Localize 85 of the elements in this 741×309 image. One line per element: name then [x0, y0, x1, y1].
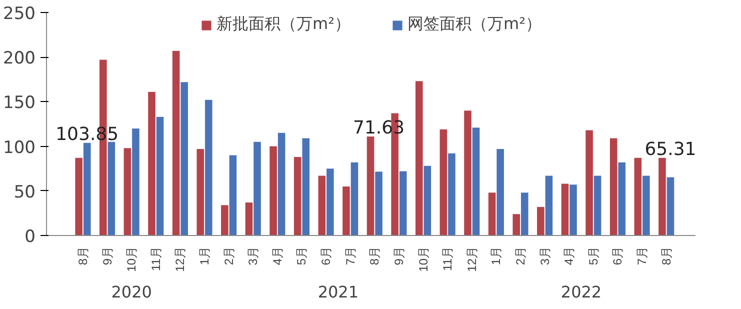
- x-tick-label: 4月: [270, 246, 284, 266]
- bar: [148, 92, 156, 236]
- bar: [180, 82, 188, 236]
- bar: [537, 206, 544, 236]
- bar: [399, 171, 407, 236]
- y-tick-label: 200: [3, 48, 36, 69]
- bar: [124, 148, 132, 236]
- bar: [424, 166, 432, 236]
- legend-label: 网签面积（万m²）: [408, 14, 542, 35]
- x-tick-label: 1月: [197, 246, 212, 266]
- bar: [545, 176, 553, 236]
- bar: [520, 192, 528, 236]
- bar: [586, 130, 593, 236]
- x-tick-label: 6月: [610, 246, 625, 266]
- x-tick-label: 12月: [464, 246, 479, 272]
- bar: [570, 184, 577, 236]
- text: 2021: [318, 282, 359, 302]
- y-tick-label: 0: [24, 227, 36, 247]
- bar: [440, 129, 448, 236]
- x-tick-label: 8月: [368, 246, 382, 266]
- bar: [472, 128, 480, 236]
- x-tick-label: 2月: [222, 246, 236, 266]
- x-tick-label: 3月: [246, 246, 260, 266]
- x-tick-label: 3月: [538, 246, 552, 266]
- bar: [196, 148, 204, 236]
- y-tick-label: 100: [3, 138, 36, 158]
- x-tick-label: 7月: [635, 246, 650, 266]
- bar: [278, 132, 286, 236]
- bar: [318, 176, 326, 236]
- x-tick-label: 5月: [586, 246, 600, 266]
- x-tick-label: 6月: [319, 246, 334, 266]
- x-tick-label: 8月: [659, 246, 674, 266]
- x-tick-label: 10月: [124, 246, 139, 272]
- bar: [594, 176, 602, 236]
- bar: [83, 142, 91, 236]
- bar: [415, 81, 423, 236]
- bar: [464, 110, 472, 236]
- bar: [132, 128, 140, 236]
- bar: [512, 214, 520, 236]
- bar: [204, 100, 212, 236]
- bar: [326, 168, 334, 236]
- bar: [375, 172, 382, 236]
- x-tick-label: 1月: [489, 246, 504, 266]
- x-tick-label: 7月: [343, 246, 358, 266]
- y-tick-label: 150: [3, 93, 36, 114]
- bar: [561, 184, 569, 236]
- bar: [496, 148, 504, 236]
- bar: [302, 138, 310, 236]
- data-label: 65.31: [644, 138, 696, 160]
- bar: [254, 142, 261, 236]
- bar: [229, 155, 237, 236]
- bar: [172, 50, 180, 236]
- x-tick-label: 11月: [148, 246, 163, 271]
- bar: [634, 158, 642, 236]
- bar: [156, 116, 164, 236]
- bar: [245, 202, 253, 236]
- legend-label: 新批面积（万m²）: [216, 14, 350, 35]
- x-tick-label: 11月: [440, 246, 455, 271]
- text: 2020: [111, 282, 152, 302]
- x-tick-label: 10月: [416, 246, 430, 272]
- x-tick-label: 5月: [294, 246, 309, 266]
- y-tick-label: 50: [14, 182, 36, 202]
- x-tick-label: 2月: [513, 246, 528, 266]
- bar: [75, 158, 82, 236]
- bar: [342, 186, 350, 236]
- text: 2022: [560, 282, 602, 302]
- bar: [294, 157, 302, 236]
- y-tick-label: 250: [3, 4, 36, 24]
- bar: [642, 176, 650, 236]
- x-tick-label: 4月: [562, 246, 576, 266]
- x-tick-label: 8月: [76, 246, 90, 266]
- x-tick-label: 9月: [392, 246, 406, 266]
- bar: [366, 136, 374, 236]
- bar: [448, 153, 456, 236]
- bar: [610, 138, 618, 236]
- x-tick-label: 9月: [100, 246, 114, 266]
- bar: [108, 142, 116, 236]
- bar: [488, 192, 496, 236]
- x-tick-label: 12月: [173, 246, 188, 272]
- bar: [270, 146, 277, 236]
- bar: [658, 158, 666, 236]
- bar: [350, 162, 358, 236]
- bar: [221, 205, 228, 236]
- bar: [618, 162, 626, 236]
- bar: [666, 177, 674, 236]
